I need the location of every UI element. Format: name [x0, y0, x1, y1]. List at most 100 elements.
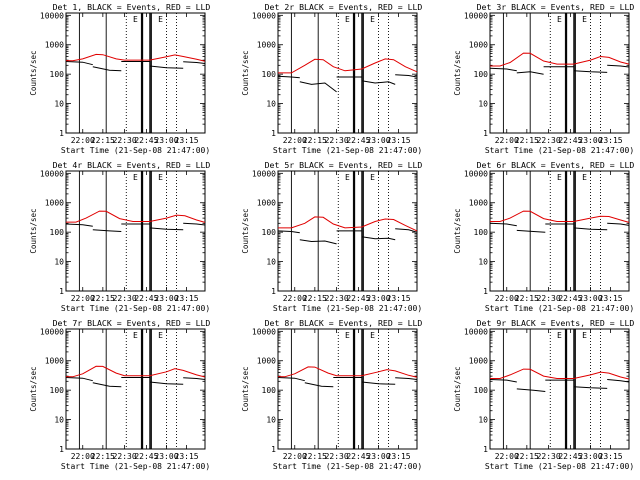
x-tick-label: 22:15 [91, 452, 115, 461]
plot-frame [65, 170, 206, 292]
x-axis-label: Start Time (21-Sep-08 21:47:00) [485, 146, 634, 155]
events-line-segment [573, 227, 608, 231]
x-tick-label: 22:00 [283, 452, 307, 461]
flag-label: E [370, 331, 375, 340]
y-tick-label: 1 [271, 129, 276, 138]
panel-title: Det 1, BLACK = Events, RED = LLD [53, 2, 211, 12]
panel-det-3: Det 3r BLACK = Events, RED = LLD 1 10 100 10… [453, 2, 634, 155]
x-tick-label: 22:00 [495, 136, 519, 145]
x-tick-label: 23:15 [387, 136, 411, 145]
events-line-segment [516, 388, 546, 392]
x-tick-label: 22:15 [91, 294, 115, 303]
x-tick-label: 23:00 [578, 136, 602, 145]
flag-label: E [345, 15, 350, 24]
x-tick-label: 23:00 [578, 294, 602, 303]
events-line-segment [92, 66, 122, 72]
x-tick-label: 22:45 [134, 452, 158, 461]
y-tick-label: 100 [262, 386, 277, 395]
x-tick-label: 22:45 [558, 136, 582, 145]
events-line-segment [277, 75, 300, 79]
y-tick-label: 1 [483, 445, 488, 454]
panel-title: Det 8r BLACK = Events, RED = LLD [265, 318, 423, 328]
events-line-segment [183, 222, 206, 226]
flag-label: E [582, 173, 587, 182]
x-tick-label: 22:00 [71, 294, 95, 303]
y-tick-label: 100 [50, 228, 65, 237]
panel-det-2: Det 2r BLACK = Events, RED = LLD 1 10 100 10… [241, 2, 422, 155]
panel-title: Det 5r BLACK = Events, RED = LLD [265, 160, 423, 170]
events-line-segment [395, 74, 418, 78]
y-tick-label: 1000 [469, 199, 488, 208]
panel-det-7: Det 7r BLACK = Events, RED = LLD 1 10 100 10… [29, 318, 210, 471]
panel-title: Det 6r BLACK = Events, RED = LLD [477, 160, 635, 170]
events-line-segment [361, 381, 396, 385]
lld-line-segment [490, 368, 630, 380]
panel-det-5: Det 5r BLACK = Events, RED = LLD 1 10 100 10… [241, 160, 422, 313]
x-tick-label: 22:00 [71, 136, 95, 145]
x-tick-label: 23:00 [366, 136, 390, 145]
y-tick-label: 1000 [257, 357, 276, 366]
x-tick-label: 22:45 [346, 452, 370, 461]
x-tick-label: 22:45 [558, 452, 582, 461]
plot-frame [489, 170, 630, 292]
y-tick-label: 10 [478, 100, 488, 109]
y-axis-label: Counts/sec [29, 208, 38, 253]
x-tick-label: 22:30 [113, 136, 137, 145]
x-tick-label: 23:00 [154, 452, 178, 461]
plot-frame [489, 12, 630, 134]
y-tick-label: 10000 [464, 169, 488, 178]
lld-line-segment [277, 366, 418, 378]
y-tick-label: 1 [271, 445, 276, 454]
events-line-segment [516, 71, 544, 75]
y-tick-label: 10 [266, 258, 276, 267]
x-tick-label: 23:00 [154, 136, 178, 145]
x-tick-label: 23:15 [387, 452, 411, 461]
events-line-segment [277, 230, 300, 234]
plot-frame [65, 12, 206, 134]
panel-det-6: Det 6r BLACK = Events, RED = LLD 1 10 100 10… [453, 160, 634, 313]
lld-line-segment [278, 58, 418, 74]
y-axis-label: Counts/sec [241, 366, 250, 411]
x-tick-label: 23:15 [175, 136, 199, 145]
events-line-segment [361, 80, 396, 85]
flag-label: E [133, 173, 138, 182]
y-axis-label: Counts/sec [241, 208, 250, 253]
x-axis-label: Start Time (21-Sep-08 21:47:00) [485, 304, 634, 313]
x-tick-label: 22:30 [113, 294, 137, 303]
y-tick-label: 10000 [40, 327, 64, 336]
panel-title: Det 7r BLACK = Events, RED = LLD [53, 318, 211, 328]
lld-line-segment [490, 52, 630, 67]
x-tick-label: 22:45 [134, 294, 158, 303]
x-tick-label: 22:15 [515, 452, 539, 461]
y-tick-label: 1000 [45, 41, 64, 50]
x-tick-label: 22:15 [303, 452, 327, 461]
x-axis-label: Start Time (21-Sep-08 21:47:00) [273, 462, 422, 471]
y-tick-label: 10000 [252, 169, 276, 178]
events-line-segment [183, 377, 206, 380]
flag-label: E [557, 331, 562, 340]
x-axis-label: Start Time (21-Sep-08 21:47:00) [485, 462, 634, 471]
panel-det-1: Det 1, BLACK = Events, RED = LLD 1 10 100 10… [29, 2, 210, 155]
y-axis-label: Counts/sec [453, 366, 462, 411]
events-line-segment [573, 70, 608, 73]
flag-label: E [133, 331, 138, 340]
events-line-segment [361, 236, 396, 241]
x-tick-label: 22:45 [558, 294, 582, 303]
events-line-segment [299, 81, 337, 93]
y-tick-label: 10000 [40, 169, 64, 178]
panel-title: Det 4r BLACK = Events, RED = LLD [53, 160, 211, 170]
flag-label: E [582, 331, 587, 340]
panel-det-8: Det 8r BLACK = Events, RED = LLD 1 10 100 10… [241, 318, 422, 471]
flag-label: E [557, 173, 562, 182]
x-tick-label: 22:00 [495, 294, 519, 303]
lld-line-segment [490, 210, 630, 223]
x-axis-label: Start Time (21-Sep-08 21:47:00) [273, 146, 422, 155]
x-tick-label: 23:15 [599, 452, 623, 461]
panel-title: Det 2r BLACK = Events, RED = LLD [265, 2, 423, 12]
x-tick-label: 22:45 [134, 136, 158, 145]
y-tick-label: 100 [474, 228, 489, 237]
y-tick-label: 10 [478, 258, 488, 267]
y-tick-label: 10 [478, 416, 488, 425]
x-tick-label: 23:00 [154, 294, 178, 303]
events-line-segment [299, 239, 337, 245]
